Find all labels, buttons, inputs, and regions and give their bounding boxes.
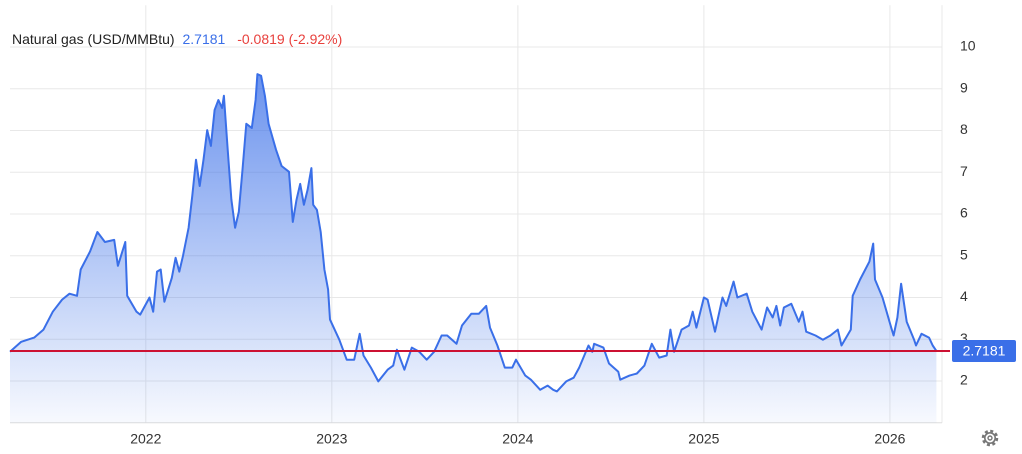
- header: Natural gas (USD/MMBtu) 2.7181 -0.0819 (…: [12, 31, 342, 47]
- y-tick-label: 5: [960, 246, 968, 262]
- price-area: [10, 74, 937, 423]
- gear-teeth: [981, 429, 999, 447]
- x-tick-label: 2022: [130, 431, 161, 447]
- last-price-badge: [952, 340, 1016, 363]
- chart-title: Natural gas (USD/MMBtu): [12, 31, 175, 47]
- y-tick-label: 10: [960, 38, 976, 54]
- y-tick-label: 2: [960, 372, 968, 388]
- y-tick-label: 3: [960, 330, 968, 346]
- gear-hub: [987, 435, 993, 441]
- price-line: [9, 73, 938, 393]
- y-tick-label: 9: [960, 79, 968, 95]
- x-tick-label: 2023: [316, 431, 347, 447]
- y-tick-label: 8: [960, 121, 968, 137]
- last-price: 2.7181: [182, 31, 225, 47]
- settings-icon[interactable]: [981, 429, 999, 447]
- last-price-label: 2.7181: [963, 343, 1006, 359]
- x-tick-label: 2026: [874, 431, 905, 447]
- y-tick-label: 4: [960, 288, 968, 304]
- plot-area: 2 3 4 5 6 7 8 9 10 2022 2023 2024 2025 2026 2.7181: [9, 5, 1016, 447]
- y-tick-label: 6: [960, 205, 968, 221]
- y-tick-label: 7: [960, 163, 968, 179]
- x-tick-label: 2025: [688, 431, 719, 447]
- gear-ring: [984, 432, 996, 444]
- price-change: -0.0819 (-2.92%): [237, 31, 342, 47]
- x-tick-label: 2024: [502, 431, 533, 447]
